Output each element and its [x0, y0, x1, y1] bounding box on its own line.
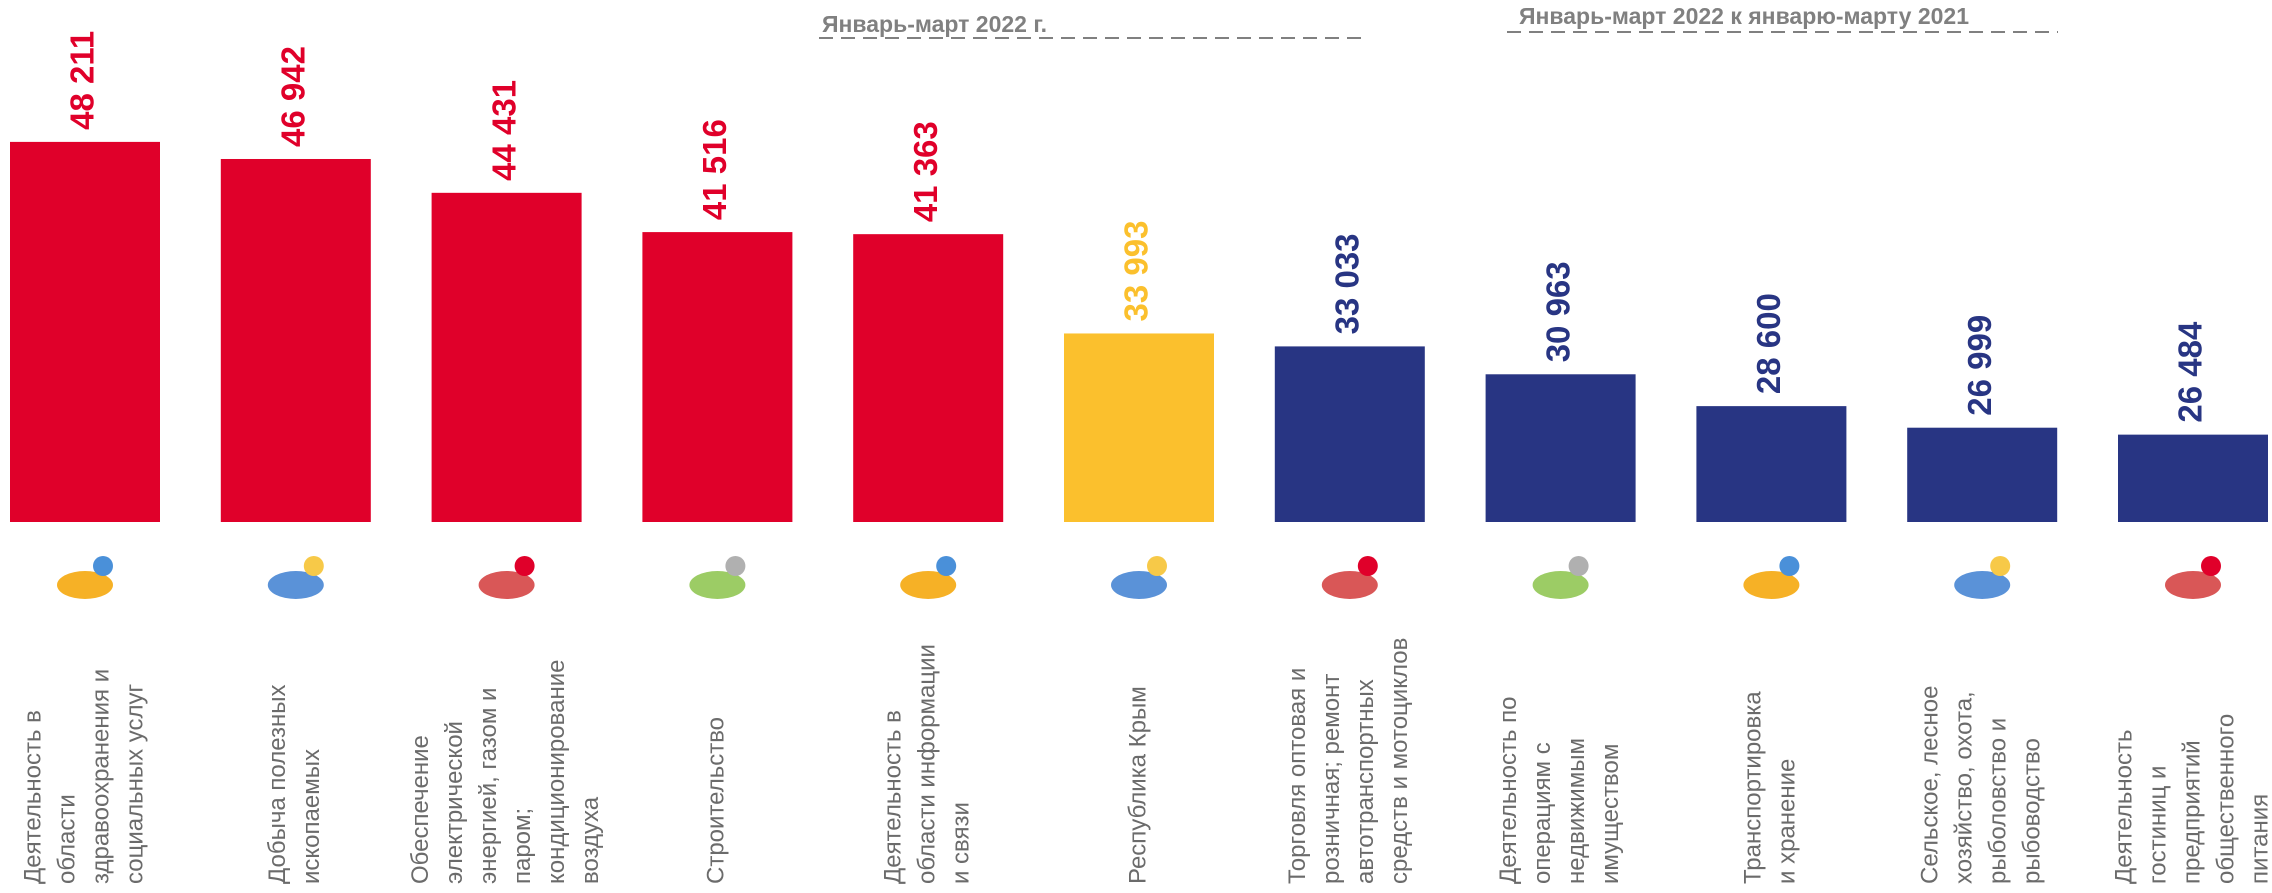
- icon-shape: [515, 556, 535, 576]
- category-label: операциям с: [1529, 742, 1556, 884]
- category-label: Деятельность в: [19, 710, 46, 884]
- bar: [10, 142, 160, 522]
- icon: [1111, 556, 1167, 599]
- category-label: энергией, газом и: [475, 688, 502, 884]
- value-label: 33 033: [1329, 233, 1366, 334]
- icon: [57, 556, 113, 599]
- bar: [1486, 374, 1636, 522]
- icon: [1533, 556, 1589, 599]
- value-label: 41 363: [907, 121, 944, 222]
- category-label: ископаемых: [298, 749, 325, 884]
- value-label: 28 600: [1750, 293, 1787, 394]
- bar: [853, 234, 1003, 522]
- category-label: Торговля оптовая и: [1284, 668, 1311, 884]
- icon-shape: [1990, 556, 2010, 576]
- category-label: Деятельность в: [880, 710, 907, 884]
- category-label: Транспортировка: [1740, 691, 1767, 884]
- icon: [900, 556, 956, 599]
- icon: [1743, 556, 1799, 599]
- category-label: общественного: [2212, 714, 2239, 884]
- bar: [2118, 435, 2268, 522]
- category-label: Обеспечение: [407, 735, 434, 884]
- icon-shape: [1147, 556, 1167, 576]
- value-label: 26 484: [2172, 321, 2209, 423]
- category-label: рыболовство и: [1985, 718, 2012, 884]
- header: Январь-март 2022 г.: [822, 11, 1047, 37]
- bar: [221, 159, 371, 522]
- category-label: электрической: [441, 721, 468, 884]
- value-label: 46 942: [275, 46, 312, 147]
- bar: [1064, 333, 1214, 522]
- category-label: хозяйство, охота,: [1951, 691, 1978, 884]
- category-label: автотранспортных: [1352, 679, 1379, 884]
- category-label: розничная; ремонт: [1318, 674, 1345, 884]
- value-label: 33 993: [1118, 221, 1155, 322]
- category-label: средств и мотоциклов: [1386, 638, 1413, 884]
- icon-shape: [1569, 556, 1589, 576]
- icon: [268, 556, 324, 599]
- value-label: 48 211: [64, 31, 101, 130]
- icon-shape: [2201, 556, 2221, 576]
- icon: [479, 556, 535, 599]
- icon-shape: [936, 556, 956, 576]
- icon-shape: [725, 556, 745, 576]
- category-label: и хранение: [1774, 759, 1801, 884]
- category-label: паром;: [509, 808, 536, 884]
- bar: [1275, 346, 1425, 522]
- category-label: здравоохранения и: [87, 669, 114, 884]
- category-label: Сельское, лесное: [1917, 686, 1944, 885]
- category-label: Добыча полезных: [264, 684, 291, 884]
- header: Январь-март 2022 к январю-марту 2021: [1519, 3, 1969, 29]
- bar: [642, 232, 792, 522]
- category-label: гостиниц и: [2144, 766, 2171, 884]
- category-label: и связи: [948, 802, 975, 884]
- category-label: недвижимым: [1563, 738, 1590, 884]
- bar: [1696, 406, 1846, 522]
- bar: [432, 193, 582, 522]
- chart: Январь-март 2022 г. Январь-март 2022 к я…: [0, 0, 2272, 893]
- icon-shape: [1358, 556, 1378, 576]
- category-label: области: [53, 794, 80, 884]
- category-label: рыбоводство: [2019, 738, 2046, 884]
- icon-shape: [304, 556, 324, 576]
- value-label: 41 516: [696, 119, 733, 220]
- icon: [689, 556, 745, 599]
- icon-shape: [1779, 556, 1799, 576]
- category-label: социальных услуг: [121, 683, 148, 884]
- icon: [1322, 556, 1378, 599]
- category-label: воздуха: [577, 796, 604, 884]
- value-label: 44 431: [485, 80, 522, 181]
- category-label: имуществом: [1597, 744, 1624, 884]
- category-label: области информации: [914, 644, 941, 884]
- value-label: 26 999: [1961, 315, 1998, 416]
- icon: [2165, 556, 2221, 599]
- category-label: питания: [2246, 794, 2272, 884]
- category-label: предприятий: [2178, 740, 2205, 884]
- bar: [1907, 428, 2057, 522]
- icon: [1954, 556, 2010, 599]
- category-label: Деятельность по: [1495, 697, 1522, 885]
- category-label: Строительство: [703, 717, 730, 884]
- value-label: 30 963: [1539, 261, 1576, 362]
- category-label: кондиционирование: [543, 660, 570, 884]
- icon-shape: [93, 556, 113, 576]
- category-label: Деятельность: [2110, 730, 2137, 884]
- category-label: Республика Крым: [1124, 686, 1151, 884]
